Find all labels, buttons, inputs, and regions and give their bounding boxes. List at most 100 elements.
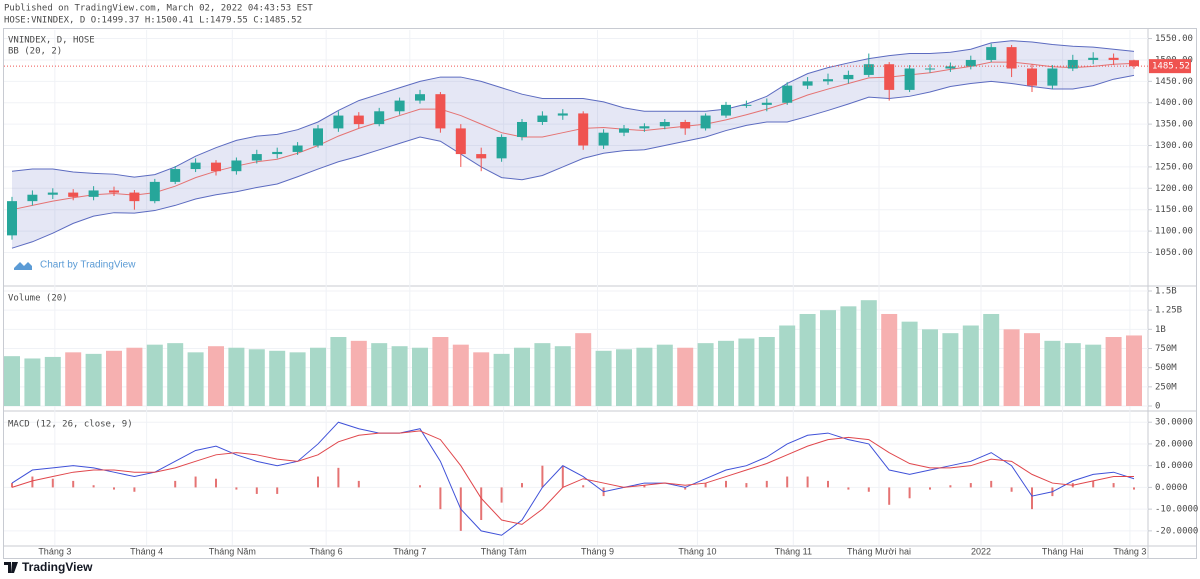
y-tick-label: 1250.00 <box>1155 162 1193 172</box>
y-tick-label: 1150.00 <box>1155 205 1193 215</box>
volume-bar <box>493 353 510 407</box>
volume-bar <box>330 336 347 407</box>
candle-body <box>47 192 58 195</box>
volume-bar <box>289 352 306 407</box>
volume-bar <box>575 333 592 407</box>
candle-body <box>211 162 221 172</box>
bb-middle <box>11 61 1135 211</box>
candle-body <box>965 59 976 67</box>
price-pane-title: VNINDEX, D, HOSE <box>8 36 95 46</box>
y-tick-label: 20.0000 <box>1155 439 1193 449</box>
candle-body <box>27 194 38 202</box>
x-tick-label: Tháng 6 <box>310 546 343 556</box>
x-tick-label: Tháng Mười hai <box>847 546 911 556</box>
volume-bar <box>534 343 551 407</box>
candle-body <box>680 121 691 129</box>
candle-body <box>802 81 813 86</box>
candle-body <box>578 113 589 146</box>
volume-bar <box>412 347 428 407</box>
volume-bar <box>922 329 938 407</box>
candle-body <box>1088 57 1099 60</box>
x-tick-label: Tháng 3 <box>38 546 71 556</box>
footer-brand: TradingView <box>22 560 93 574</box>
candle-body <box>129 192 140 202</box>
footer-logo-mark <box>4 562 18 573</box>
volume-bar <box>126 347 143 407</box>
candle-body <box>68 192 79 197</box>
y-tick-label: 1100.00 <box>1155 227 1193 237</box>
bb-band-fill <box>12 40 1134 249</box>
candle-body <box>925 68 935 70</box>
candle-body <box>496 136 507 159</box>
y-tick-label: 0.0000 <box>1155 483 1188 493</box>
y-tick-label: 10.0000 <box>1155 461 1193 471</box>
volume-bar <box>1085 344 1102 407</box>
volume-bar <box>350 340 367 407</box>
volume-bar <box>1044 340 1061 407</box>
y-tick-label: 750M <box>1155 344 1177 354</box>
candle-body <box>721 104 731 116</box>
y-tick-label: 1.5B <box>1155 286 1177 296</box>
y-tick-label: 250M <box>1155 382 1177 392</box>
y-tick-label: -20.0000 <box>1155 526 1198 536</box>
y-tick-label: -10.0000 <box>1155 505 1198 515</box>
candle-body <box>109 190 119 193</box>
x-tick-label: Tháng 9 <box>581 546 614 556</box>
candle-body <box>292 145 303 152</box>
candle-body <box>945 66 956 69</box>
volume-bar <box>228 347 245 407</box>
indicator-title: BB (20, 2) <box>8 47 62 57</box>
volume-bar <box>758 336 775 407</box>
candle-body <box>823 79 833 82</box>
macd-macd-line <box>11 421 1135 536</box>
volume-bar <box>697 343 714 407</box>
y-tick-label: 1050.00 <box>1155 248 1193 258</box>
volume-bar <box>85 353 102 407</box>
volume-bar <box>942 333 959 407</box>
volume-bar <box>962 325 979 407</box>
candle-body <box>986 47 997 60</box>
x-tick-label: Tháng 11 <box>775 546 812 556</box>
volume-bar <box>310 347 326 407</box>
volume-bar <box>901 321 918 407</box>
y-tick-label: 1550.00 <box>1155 34 1193 44</box>
chart-frame <box>3 28 1197 559</box>
candle-body <box>149 181 160 202</box>
candle-body <box>863 64 874 75</box>
candle-body <box>7 201 17 236</box>
candle-body <box>741 104 752 106</box>
watermark-text: Chart by TradingView <box>40 260 136 271</box>
candle-body <box>1047 68 1058 86</box>
y-tick-label: 1300.00 <box>1155 141 1193 151</box>
x-tick-label: Tháng 3 <box>1113 546 1146 556</box>
volume-bar <box>4 356 20 407</box>
y-tick-label: 500M <box>1155 363 1177 373</box>
candle-body <box>1067 59 1078 69</box>
volume-bar <box>432 336 449 407</box>
y-tick-label: 0 <box>1155 402 1160 412</box>
candle-body <box>333 115 344 129</box>
volume-bar <box>554 346 571 407</box>
candle-body <box>761 102 772 105</box>
candle-body <box>88 190 99 197</box>
y-tick-label: 30.0000 <box>1155 418 1193 428</box>
candle-body <box>1006 47 1017 69</box>
volume-bar <box>738 338 755 407</box>
candle-body <box>904 68 915 90</box>
candle-body <box>313 128 323 146</box>
volume-bar <box>799 313 816 407</box>
candle-body <box>272 151 283 155</box>
watermark-logo <box>14 262 32 270</box>
volume-bar <box>65 352 82 407</box>
volume-bar <box>391 346 408 407</box>
candle-body <box>619 128 629 133</box>
volume-bar <box>1126 335 1142 407</box>
candle-body <box>517 121 527 137</box>
volume-bar <box>187 352 204 407</box>
candle-body <box>476 154 487 159</box>
y-tick-label: 1.25B <box>1155 306 1182 316</box>
volume-bar <box>677 347 694 407</box>
y-tick-label: 1350.00 <box>1155 120 1193 130</box>
